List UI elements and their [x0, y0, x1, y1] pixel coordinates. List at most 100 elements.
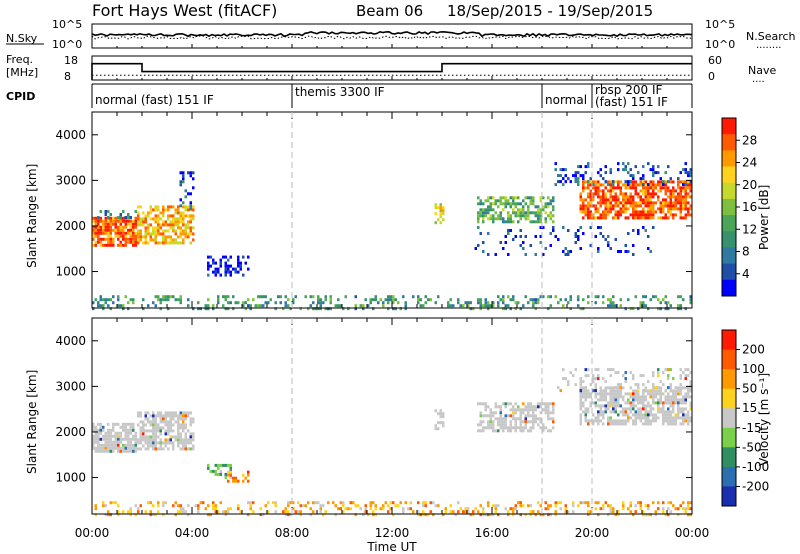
- velocity-ylabel: Slant Range [km]: [25, 370, 39, 474]
- velocity-cell: [629, 371, 632, 375]
- velocity-cell: [397, 504, 400, 508]
- velocity-cell: [127, 431, 130, 435]
- power-cell: [154, 229, 157, 233]
- velocity-cell: [542, 423, 545, 427]
- velocity-cell: [177, 438, 180, 442]
- power-cell: [162, 232, 165, 236]
- velocity-cell: [532, 510, 535, 514]
- velocity-cell: [614, 422, 617, 426]
- velocity-cell: [489, 423, 492, 427]
- power-cell: [577, 304, 580, 308]
- velocity-cell: [664, 513, 667, 517]
- power-cell: [137, 205, 140, 209]
- power-cell: [549, 211, 552, 215]
- velocity-cell: [657, 507, 660, 511]
- power-cell: [114, 234, 117, 238]
- velocity-cell: [684, 368, 687, 372]
- power-cell: [152, 232, 155, 236]
- power-cell: [497, 205, 500, 209]
- power-cell: [189, 201, 192, 205]
- velocity-cell: [112, 428, 115, 432]
- velocity-cell: [199, 501, 202, 505]
- power-cell: [189, 232, 192, 236]
- power-cell: [394, 298, 397, 302]
- velocity-cell: [189, 432, 192, 436]
- velocity-cell: [619, 404, 622, 408]
- velocity-cell: [604, 389, 607, 393]
- velocity-cell: [97, 437, 100, 441]
- power-cell: [629, 174, 632, 178]
- velocity-cell: [594, 368, 597, 372]
- power-cell: [539, 196, 542, 200]
- velocity-cell: [154, 432, 157, 436]
- velocity-cell: [162, 414, 165, 418]
- velocity-cell: [109, 428, 112, 432]
- power-cell: [139, 232, 142, 236]
- velocity-cell: [557, 501, 560, 505]
- power-cell: [617, 250, 620, 253]
- velocity-cell: [107, 431, 110, 435]
- power-cell: [509, 220, 512, 224]
- velocity-cell: [177, 417, 180, 421]
- power-cell: [642, 213, 645, 217]
- power-cell: [502, 220, 505, 224]
- power-cell: [682, 189, 685, 193]
- power-cell: [574, 171, 577, 175]
- power-cell: [539, 208, 542, 212]
- velocity-cell: [547, 513, 550, 517]
- velocity-cell: [539, 504, 542, 508]
- power-cell: [522, 247, 525, 250]
- velocity-cell: [664, 401, 667, 405]
- power-cell: [602, 210, 605, 214]
- power-cell: [617, 216, 620, 220]
- power-cell: [122, 225, 125, 229]
- velocity-cell: [607, 404, 610, 408]
- power-cell: [127, 216, 130, 219]
- power-cell: [589, 213, 592, 217]
- velocity-cell: [374, 507, 377, 511]
- power-cell: [109, 216, 112, 220]
- power-cell: [619, 201, 622, 205]
- velocity-cell: [609, 507, 612, 511]
- velocity-cell: [114, 501, 117, 505]
- power-cell: [204, 304, 207, 308]
- power-cell: [672, 192, 675, 196]
- velocity-cell: [647, 504, 650, 508]
- velocity-cell: [607, 386, 610, 390]
- power-cell: [502, 202, 505, 206]
- velocity-cell: [309, 507, 312, 511]
- velocity-cell: [219, 469, 222, 473]
- power-cell: [329, 298, 332, 302]
- power-cell: [634, 192, 637, 196]
- velocity-cell: [152, 429, 155, 433]
- velocity-cell: [659, 407, 662, 411]
- power-cell: [607, 241, 610, 244]
- power-cell: [522, 214, 525, 218]
- velocity-cell: [594, 507, 597, 511]
- velocity-cell: [107, 443, 110, 447]
- velocity-cell: [159, 417, 162, 421]
- power-cell: [227, 307, 230, 311]
- power-cell: [609, 304, 612, 308]
- power-cell: [169, 241, 172, 245]
- power-cell: [204, 307, 207, 311]
- power-cell: [239, 267, 242, 271]
- power-cell: [149, 217, 152, 221]
- power-cell: [149, 211, 152, 215]
- velocity-cell: [134, 504, 137, 508]
- velocity-cell: [144, 447, 147, 451]
- power-cell: [164, 223, 167, 227]
- power-cell: [187, 205, 190, 209]
- power-cell: [659, 177, 662, 181]
- power-cell: [477, 226, 480, 229]
- velocity-cell: [229, 507, 232, 511]
- velocity-cell: [179, 411, 182, 415]
- power-cell: [154, 238, 157, 242]
- power-cell: [109, 307, 112, 311]
- velocity-cell: [609, 389, 612, 393]
- power-cell: [102, 307, 105, 311]
- velocity-colorbar-swatch: [722, 486, 736, 507]
- power-cell: [97, 237, 100, 241]
- velocity-cell: [624, 419, 627, 423]
